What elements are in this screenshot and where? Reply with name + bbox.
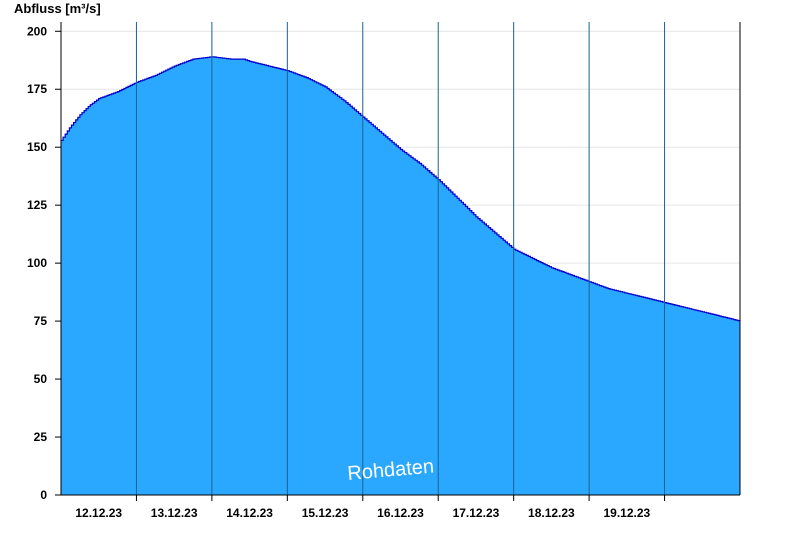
tick-labels: 0 25 50 75 100 125 150 175 200 12.12.23 13.12.23 14… — [27, 24, 651, 520]
x-tick-label: 16.12.23 — [377, 506, 424, 520]
y-axis-title: Abfluss [m³/s] — [14, 1, 101, 16]
y-tick-label: 150 — [27, 140, 47, 154]
x-tick-label: 17.12.23 — [453, 506, 500, 520]
y-tick-label: 175 — [27, 82, 47, 96]
area-fill — [61, 56, 740, 496]
y-tick-label: 125 — [27, 198, 47, 212]
x-tick-label: 18.12.23 — [528, 506, 575, 520]
y-tick-label: 25 — [34, 430, 48, 444]
y-tick-label: 50 — [34, 372, 48, 386]
y-tick-label: 0 — [40, 488, 47, 502]
x-tick-label: 13.12.23 — [151, 506, 198, 520]
x-tick-label: 14.12.23 — [226, 506, 273, 520]
y-tick-label: 100 — [27, 256, 47, 270]
x-tick-label: 19.12.23 — [603, 506, 650, 520]
day-separators — [135, 22, 666, 495]
y-tick-label: 200 — [27, 24, 47, 38]
x-tick-label: 15.12.23 — [302, 506, 349, 520]
area-series — [61, 56, 741, 496]
x-tick-label: 12.12.23 — [75, 506, 122, 520]
y-tick-label: 75 — [34, 314, 48, 328]
axes — [55, 22, 741, 501]
series-line — [61, 56, 741, 322]
